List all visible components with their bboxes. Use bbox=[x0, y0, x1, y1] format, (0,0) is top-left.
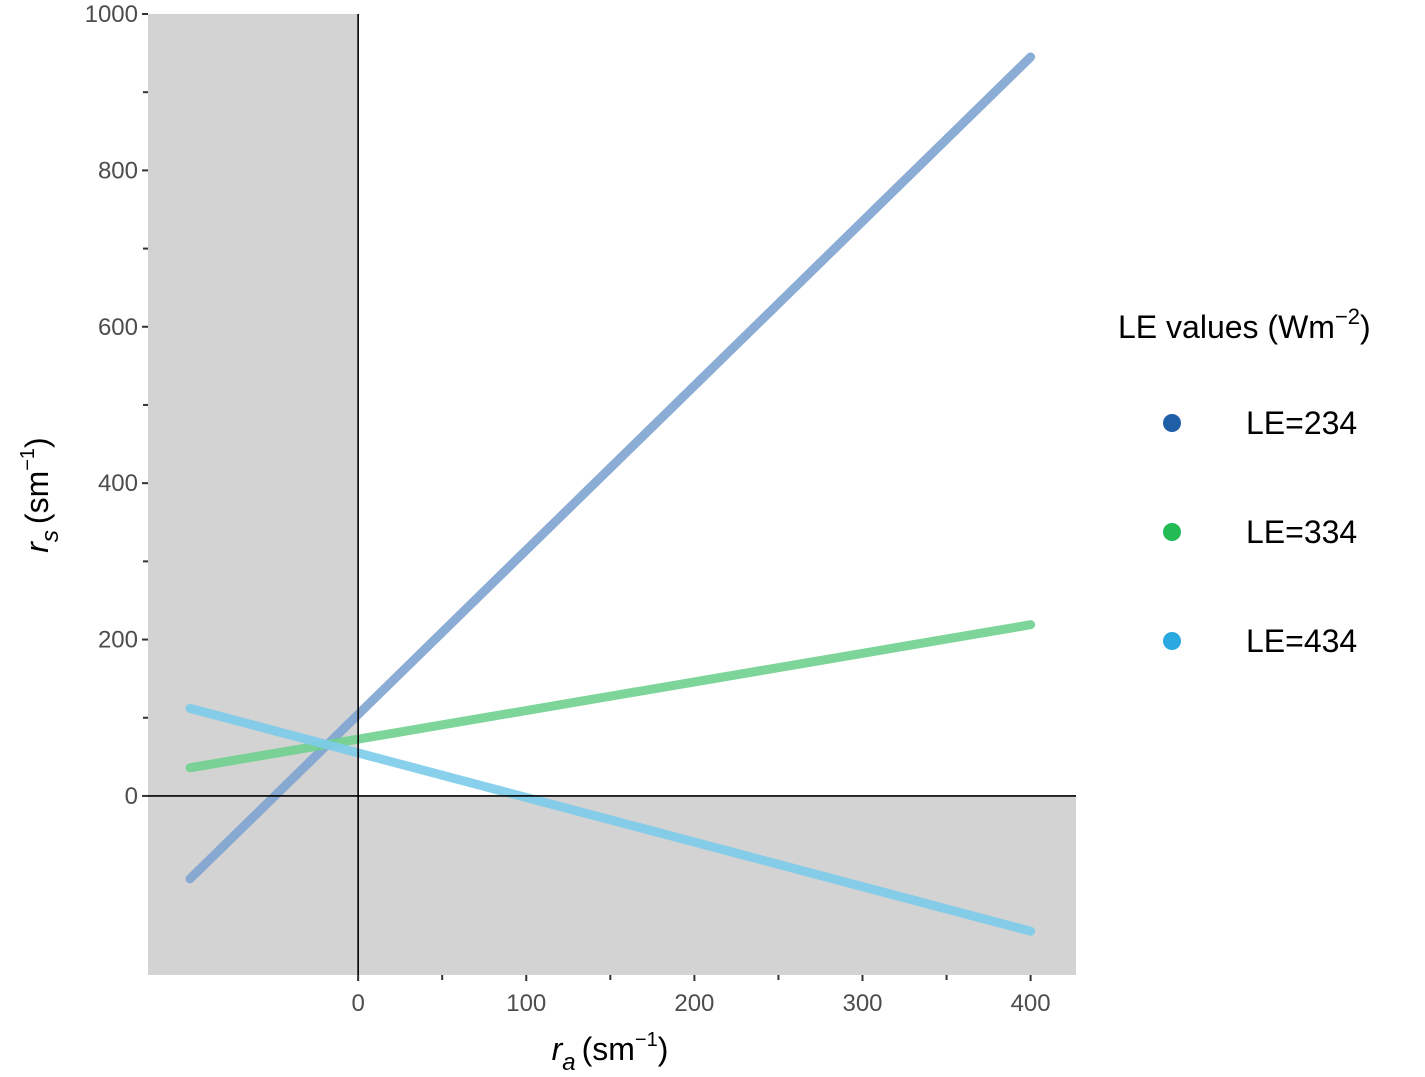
y-tick-label: 400 bbox=[98, 470, 138, 497]
x-tick-label: 300 bbox=[842, 990, 882, 1017]
shaded-region-negative-y bbox=[148, 795, 1076, 975]
legend: LE values (Wm−2) LE=234 LE=334 LE=434 bbox=[1118, 304, 1371, 659]
y-tick-label: 1000 bbox=[85, 1, 138, 28]
x-tick-label: 200 bbox=[674, 990, 714, 1017]
x-axis-ticks: 0 100 200 300 400 bbox=[351, 975, 1051, 1017]
x-tick-label: 400 bbox=[1011, 990, 1051, 1017]
legend-title: LE values (Wm−2) bbox=[1118, 304, 1371, 345]
x-tick-label: 100 bbox=[506, 990, 546, 1017]
legend-label: LE=334 bbox=[1246, 514, 1357, 550]
line-le-434 bbox=[185, 703, 1036, 936]
y-axis-ticks: 0 200 400 600 800 1000 bbox=[85, 1, 148, 810]
axes bbox=[148, 14, 1076, 975]
y-tick-label: 200 bbox=[98, 627, 138, 654]
y-tick-label: 0 bbox=[125, 783, 138, 810]
x-tick-label: 0 bbox=[351, 990, 364, 1017]
y-tick-label: 600 bbox=[98, 314, 138, 341]
plot-panel bbox=[148, 14, 1076, 975]
legend-dot-le-334 bbox=[1163, 523, 1181, 541]
legend-label: LE=234 bbox=[1246, 405, 1357, 441]
y-axis-title: rs(sm−1) bbox=[17, 437, 64, 552]
x-axis-title: ra (sm−1) bbox=[552, 1029, 669, 1076]
legend-label: LE=434 bbox=[1246, 623, 1357, 659]
data-lines bbox=[185, 52, 1036, 936]
legend-dot-le-434 bbox=[1163, 632, 1181, 650]
legend-dot-le-234 bbox=[1163, 414, 1181, 432]
y-tick-label: 800 bbox=[98, 157, 138, 184]
